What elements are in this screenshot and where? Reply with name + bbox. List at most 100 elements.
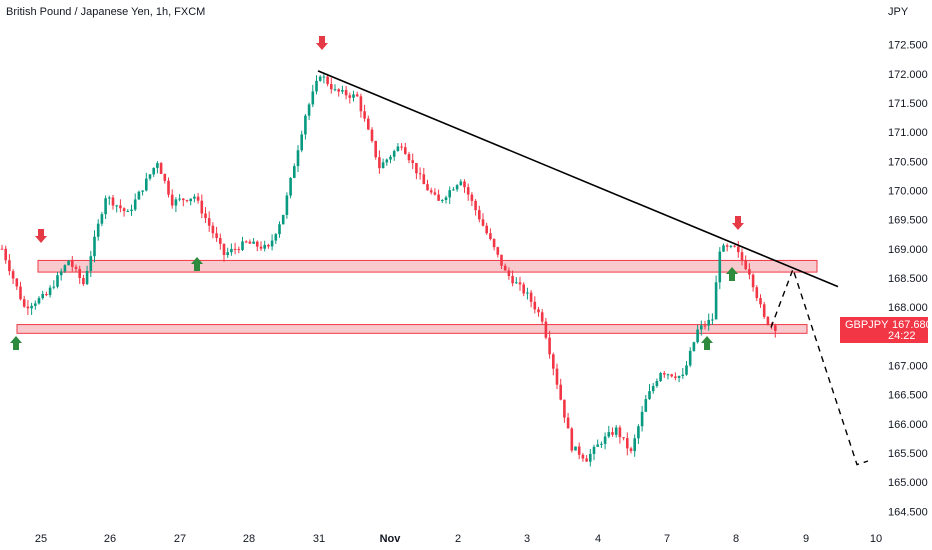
candle-body [718, 251, 722, 283]
up-arrow-icon [726, 267, 738, 281]
candle-body [448, 190, 451, 198]
candle-body [22, 299, 26, 307]
candle-body [433, 192, 437, 195]
candle-body [233, 248, 237, 250]
candle-body [344, 89, 348, 96]
candle-body [511, 275, 514, 284]
candle-body [640, 411, 644, 427]
candle-body [707, 319, 710, 326]
candle-body [182, 198, 185, 201]
candle-body [52, 286, 56, 288]
candle-body [219, 237, 222, 244]
candle-body [78, 268, 81, 278]
candle-body [226, 252, 229, 256]
candle-body [185, 200, 189, 202]
candle-body [633, 438, 636, 452]
candle-body [30, 305, 33, 309]
candle-body [82, 277, 85, 285]
candle-body [755, 287, 759, 299]
candle-body [67, 260, 70, 266]
candle-body [307, 104, 311, 116]
candle-body [692, 342, 696, 351]
candle-body [552, 354, 555, 369]
candle-body [607, 432, 611, 437]
candle-body [148, 174, 152, 179]
candle-body [400, 146, 403, 148]
down-arrow-icon [316, 36, 328, 50]
candle-body [378, 157, 381, 169]
candle-body [8, 260, 11, 272]
candle-body [533, 301, 537, 310]
candle-body [618, 427, 622, 438]
candle-body [230, 248, 233, 253]
candle-body [4, 248, 7, 261]
y-tick-label: 170.500 [888, 156, 928, 168]
candle-body [733, 245, 736, 247]
badge-countdown: 24:22 [888, 330, 916, 342]
up-arrow-icon [701, 336, 713, 350]
candle-body [559, 384, 562, 400]
candle-body [577, 446, 581, 455]
candle-body [63, 265, 67, 272]
candle-body [603, 436, 607, 444]
candle-body [459, 181, 463, 186]
candle-body [507, 270, 511, 276]
candle-body [404, 147, 407, 155]
y-tick-label: 168.500 [888, 273, 928, 285]
trendline [317, 70, 839, 288]
y-tick-label: 166.000 [888, 419, 928, 431]
candle-body [503, 265, 507, 271]
candle-body [15, 278, 19, 287]
candle-body [115, 205, 118, 207]
candle-body [0, 248, 4, 250]
candle-body [370, 129, 374, 142]
candle-body [744, 260, 747, 270]
down-arrow-icon [732, 216, 744, 230]
chart-title: British Pound / Japanese Yen, 1h, FXCM [6, 6, 206, 18]
candle-body [281, 214, 285, 225]
y-tick-label: 171.000 [888, 127, 928, 139]
candle-body [48, 287, 52, 296]
y-tick-label: 169.500 [888, 215, 928, 227]
candle-body [93, 236, 96, 257]
candle-body [496, 247, 500, 255]
candle-body [318, 76, 322, 81]
currency-unit-label: JPY [888, 6, 909, 18]
candle-body [178, 198, 181, 200]
candle-body [71, 260, 74, 267]
x-tick-label: 26 [104, 533, 116, 545]
candle-body [170, 194, 174, 206]
candle-body [444, 197, 448, 200]
candle-body [737, 246, 740, 253]
candle-body [407, 154, 411, 161]
candle-body [774, 325, 777, 331]
up-arrow-icon [10, 336, 22, 350]
candle-body [437, 194, 440, 201]
candle-body [163, 174, 167, 181]
candle-body [89, 256, 93, 272]
candle-body [648, 391, 651, 400]
candle-body [714, 282, 718, 320]
candle-body [59, 271, 63, 276]
candle-body [293, 166, 296, 178]
candle-body [215, 233, 218, 238]
x-tick-label: 10 [870, 533, 882, 545]
candle-body [466, 187, 470, 195]
candle-body [304, 115, 307, 135]
x-tick-label: 4 [595, 533, 601, 545]
candle-body [326, 76, 329, 85]
x-tick-label: 9 [803, 533, 809, 545]
candle-body [725, 245, 729, 247]
candle-body [540, 312, 544, 322]
candle-body [96, 223, 100, 237]
candle-body [570, 428, 574, 451]
badge-symbol: GBPJPY [845, 319, 889, 331]
candle-body [681, 374, 685, 377]
candle-body [644, 399, 648, 412]
candle-body [156, 163, 159, 168]
candle-body [381, 162, 385, 169]
candle-body [392, 151, 396, 157]
badge-last-price: 167.680 [892, 319, 932, 331]
y-tick-label: 164.500 [888, 506, 928, 518]
